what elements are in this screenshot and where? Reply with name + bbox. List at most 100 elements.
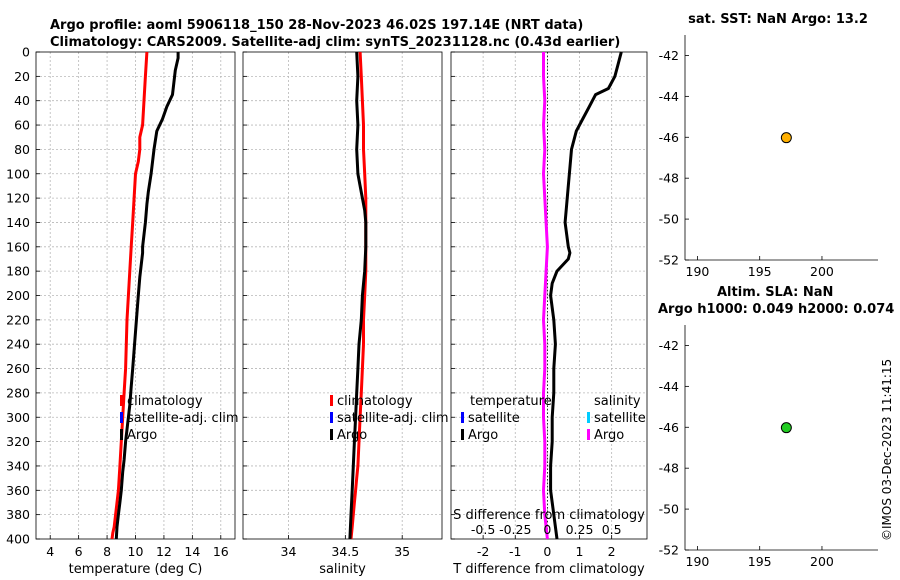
legend-label: satellite-adj. clim	[127, 411, 239, 426]
legend-swatch	[120, 429, 123, 440]
sst-map-panel: -52 -50 -48 -46 -44 -42 190 195 200 sat. SST: NaN…	[659, 12, 878, 279]
legend-label: satellite	[594, 411, 646, 426]
x-axis-label: temperature (deg C)	[69, 562, 203, 577]
sla-title-line-1: Altim. SLA: NaN	[717, 285, 833, 300]
y-tick-label: 0	[22, 45, 30, 60]
legend-swatch	[120, 412, 123, 423]
y-tick-label: 380	[6, 507, 30, 522]
y-tick-label: 60	[14, 118, 30, 133]
y-tick-label: 180	[6, 264, 30, 279]
legend-swatch	[330, 429, 333, 440]
legend-label: Argo	[594, 428, 624, 443]
x-tick-label: 195	[748, 264, 772, 279]
x-tick-label: 0	[543, 544, 551, 559]
y-tick-label: 280	[6, 385, 30, 400]
s-axis-label: S difference from climatology	[453, 508, 645, 523]
x-tick-label: 34	[281, 544, 297, 559]
sla-title-line-2: Argo h1000: 0.049 h2000: 0.074	[658, 302, 894, 317]
y-tick-label: 300	[6, 410, 30, 425]
y-tick-label: -52	[659, 543, 679, 558]
legend-swatch	[587, 429, 590, 440]
legend-label: Argo	[468, 428, 498, 443]
y-tick-label: 220	[6, 312, 30, 327]
y-tick-label: 200	[6, 288, 30, 303]
y-tick-label: 80	[14, 142, 30, 157]
title-line-2: Climatology: CARS2009. Satellite-adj cli…	[50, 35, 620, 50]
copyright-stamp: ©IMOS 03-Dec-2023 11:41:15	[880, 359, 894, 541]
climatology-line	[349, 51, 368, 540]
x-tick-label: 200	[810, 264, 834, 279]
y-tick-label: 340	[6, 458, 30, 473]
x-tick-label: 190	[686, 264, 710, 279]
argo-line	[114, 52, 180, 540]
x-tick-label: 14	[184, 544, 200, 559]
sst-title: sat. SST: NaN Argo: 13.2	[688, 12, 868, 27]
legend-label: climatology	[337, 394, 413, 409]
difference-panel: -2 -1 0 1 2 T difference from climatology S di…	[450, 51, 648, 577]
x-tick-label: 35	[394, 544, 410, 559]
y-tick-label: -42	[659, 48, 679, 63]
y-tick-label: 20	[14, 69, 30, 84]
x-tick-label: 200	[810, 554, 834, 569]
y-tick-label: 140	[6, 215, 30, 230]
x-tick-label: 6	[75, 544, 83, 559]
legend-swatch	[461, 412, 464, 423]
legend-swatch	[587, 412, 590, 423]
x-axis-label: T difference from climatology	[452, 562, 645, 577]
t-difference-argo-line	[549, 51, 623, 540]
legend-label: Argo	[127, 428, 157, 443]
y-tick-label: -50	[659, 212, 679, 227]
y-tick-label: 40	[14, 93, 30, 108]
x-tick-label: 1	[576, 544, 584, 559]
y-tick-label: 320	[6, 434, 30, 449]
x-tick-label: -2	[477, 544, 489, 559]
y-tick-label: 400	[6, 532, 30, 547]
y-tick-label: 240	[6, 337, 30, 352]
float-position-marker	[780, 132, 792, 144]
y-tick-label: -46	[659, 420, 679, 435]
x-tick-label: 2	[608, 544, 616, 559]
y-tick-label: 160	[6, 239, 30, 254]
x-tick-label: 190	[686, 554, 710, 569]
y-tick-label: 360	[6, 483, 30, 498]
legend-label: satellite	[468, 411, 520, 426]
s-tick-label: 0	[543, 522, 551, 537]
sla-map-panel: -52 -50 -48 -46 -44 -42 190 195 200 Altim. SLA: N…	[658, 285, 894, 569]
s-tick-label: 0.5	[602, 522, 622, 537]
x-tick-label: 4	[46, 544, 54, 559]
s-tick-label: -0.5	[471, 522, 495, 537]
x-tick-label: 12	[156, 544, 172, 559]
legend-label: satellite-adj. clim	[337, 411, 449, 426]
s-tick-label: -0.25	[499, 522, 531, 537]
y-tick-label: -42	[659, 338, 679, 353]
s-difference-argo-line	[542, 52, 549, 540]
y-tick-label: -48	[659, 171, 679, 186]
x-tick-label: 8	[103, 544, 111, 559]
temperature-panel: 0 20 40 60 80 100 120 140 160 180 200 220 240 260 280 3…	[6, 45, 238, 578]
x-tick-label: 16	[213, 544, 229, 559]
title-line-1: Argo profile: aoml 5906118_150 28-Nov-20…	[50, 18, 583, 33]
y-tick-label: 260	[6, 361, 30, 376]
legend-swatch	[461, 429, 464, 440]
salinity-panel: 34 34.5 35 salinity climatology satellite-adj…	[242, 51, 449, 577]
y-tick-label: -46	[659, 130, 679, 145]
climatology-line	[110, 51, 149, 540]
y-tick-label: 100	[6, 166, 30, 181]
x-tick-label: 34.5	[331, 544, 359, 559]
x-tick-label: 10	[128, 544, 144, 559]
y-tick-label: -52	[659, 253, 679, 268]
argo-line	[348, 51, 368, 540]
legend-swatch	[330, 395, 333, 406]
x-tick-label: -1	[509, 544, 521, 559]
legend-swatch	[120, 395, 123, 406]
s-tick-label: 0.25	[566, 522, 594, 537]
legend-label: climatology	[127, 394, 203, 409]
y-tick-label: -44	[659, 379, 679, 394]
y-tick-label: -50	[659, 502, 679, 517]
y-tick-label: 120	[6, 191, 30, 206]
y-tick-label: -44	[659, 89, 679, 104]
legend-title-salinity: salinity	[594, 394, 641, 409]
legend-title-temperature: temperature	[470, 394, 552, 409]
x-tick-label: 195	[748, 554, 772, 569]
